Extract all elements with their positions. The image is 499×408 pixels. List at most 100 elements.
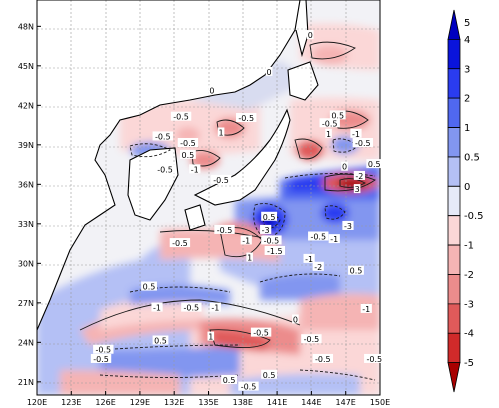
contour-label-bg [170,111,192,121]
colorbar-label: 3 [464,64,470,75]
y-axis-ticks: 21N 24N 27N 30N 33N 36N 39N 42N 45N 48N [18,22,41,387]
contour-label: 0 [209,86,214,95]
contour-label: -0.5 [93,355,109,364]
colorbar-cell [447,97,461,128]
contour-label-bg [210,174,232,184]
colorbar-cell [447,156,461,187]
y-tick-label: 21N [18,378,34,387]
contour-label-bg [303,253,315,263]
x-axis-ticks: 120E 123E 126E 129E 132E 135E 138E 141E 144E 147E… [27,391,390,407]
y-tick-label: 42N [18,101,34,110]
y-tick-label: 45N [18,62,34,71]
contour-label: 0 [342,163,347,172]
contour-label: 0.5 [263,371,276,380]
contour-label-bg [261,235,282,245]
contour-label: -0.5 [355,139,371,148]
contour-label: 1 [326,130,331,139]
contour-label: 0.5 [368,160,381,169]
colorbar-cell [447,185,461,217]
contour-label-bg [360,303,372,313]
contour-label: -0.5 [180,139,196,148]
contour-label: -3 [262,226,270,235]
contour-label: 0.5 [182,151,195,160]
contour-label: -1 [191,165,199,174]
contour-label: -0.5 [217,226,233,235]
contour-label: -2 [314,263,322,272]
contour-label-bg [181,302,202,312]
contour-label-bg [93,344,114,354]
contour-label-bg [152,335,169,345]
contour-label: -1 [330,235,338,244]
y-tick-label: 30N [18,259,34,268]
contour-label-bg [141,281,157,291]
colorbar-label: 2 [464,94,470,105]
y-tick-label: 27N [18,299,34,308]
contour-label: 3 [355,185,360,194]
y-tick-label: 24N [18,338,34,347]
contour-label-bg [261,369,277,379]
x-tick-label: 144E [301,398,321,407]
contour-label: 0 [293,315,298,324]
contour-label: 1 [247,254,252,263]
contour-label: -0.5 [155,132,171,141]
contour-label-bg [151,302,163,312]
contour-label-bg [90,353,112,363]
y-tick-label: 48N [18,22,34,31]
colorbar-cell [447,332,461,364]
contour-label-bg [325,128,332,138]
contour-label-bg [214,224,235,234]
contour-label: -0.5 [310,233,326,242]
contour-label-bg [312,353,334,363]
contour-label-bg [264,245,286,255]
colorbar: 5 4 3 2 1 0.5 0 -0.5 -1 -2 -3 -4 -5 [447,9,484,393]
y-tick-label: 36N [18,180,34,189]
colorbar-cell [447,68,461,99]
colorbar-cell [447,303,461,334]
contour-label-bg [353,170,366,180]
colorbar-label: -2 [464,270,474,281]
contour-label: -0.5 [96,346,112,355]
x-tick-label: 141E [267,398,287,407]
contour-label: 0 [267,68,272,77]
contour-label: -0.5 [157,165,173,174]
y-tick-label: 33N [18,220,34,229]
colorbar-label: 5 [464,18,470,29]
colorbar-cell [447,362,461,393]
contour-label: 0.5 [223,376,236,385]
contour-label: 1 [208,333,213,342]
contour-label: -0.5 [238,114,254,123]
contour-label-bg [238,381,259,391]
contour-label: 0.5 [263,213,276,222]
contour-label-bg [240,235,252,245]
contour-label-bg [348,265,364,275]
x-tick-label: 135E [198,398,218,407]
contour-label-bg [260,224,272,234]
x-tick-label: 129E [130,398,150,407]
contour-label: -0.5 [366,355,382,364]
contour-label-bg [341,161,348,171]
contour-label: -0.5 [322,119,338,128]
contour-label-bg [221,375,237,385]
contour-label: -1.5 [267,247,283,256]
contour-label: -1 [305,255,313,264]
coastlines [37,0,319,331]
contour-label: 0.5 [143,283,156,292]
colorbar-label: -5 [464,358,474,369]
contour-label-bg [250,327,272,337]
contour-label-bg [217,127,225,137]
contour-label: -0.5 [315,355,331,364]
x-tick-label: 126E [95,398,115,407]
contour-label-bg [342,220,354,230]
contour-label: -0.5 [241,383,257,392]
colorbar-label: -0.5 [464,211,484,222]
contour-label: 0.5 [331,111,344,120]
colorbar-label: 0.5 [464,152,480,163]
contour-label-bg [154,164,176,174]
contour-label: -0.5 [253,329,269,338]
contour-label: -0.5 [304,335,320,344]
y-tick-label: 39N [18,141,34,150]
contour-label: 1 [219,128,224,137]
colorbar-cell [447,274,461,305]
contour-label: -0.5 [173,113,189,122]
contour-label-bg [189,164,201,174]
